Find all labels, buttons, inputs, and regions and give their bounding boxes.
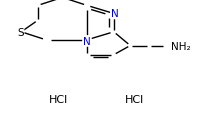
Text: S: S [17, 28, 23, 38]
Text: HCl: HCl [124, 95, 143, 105]
Text: HCl: HCl [48, 95, 68, 105]
Text: NH₂: NH₂ [171, 42, 190, 52]
Text: N: N [83, 37, 90, 47]
Text: N: N [110, 9, 118, 19]
